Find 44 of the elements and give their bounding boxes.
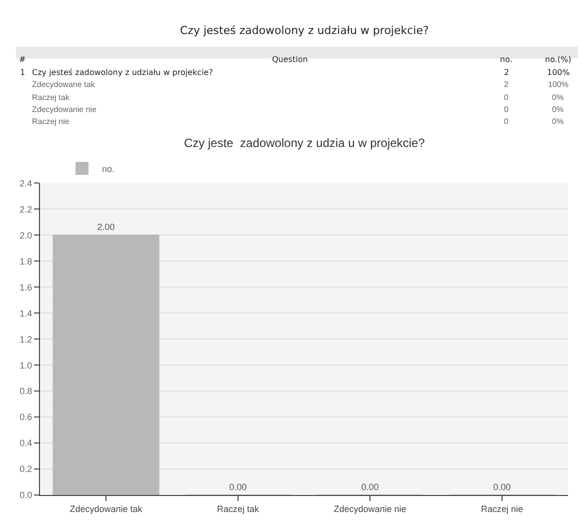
- y-tick-label: 2.2: [20, 204, 32, 214]
- text: 100%: [547, 68, 570, 77]
- text: Zdecydowanie nie: [32, 105, 98, 114]
- text: 100%: [548, 80, 568, 89]
- y-tick-label: 1.8: [20, 256, 32, 266]
- legend-label: no.: [102, 164, 115, 174]
- y-tick-label: 1.4: [20, 308, 32, 318]
- y-tick-label: 1.0: [20, 360, 32, 370]
- text: 2: [504, 80, 509, 89]
- text: Raczej nie: [32, 117, 70, 126]
- chart-title: Czy jesteś zadowolony z udziału w projekcie?: [180, 24, 429, 37]
- y-tick-label: 2.4: [20, 178, 32, 188]
- y-tick-label: 1.6: [20, 282, 32, 292]
- text: Zdecydowane tak: [32, 80, 96, 89]
- x-tick-label: Zdecydowanie nie: [334, 504, 406, 514]
- x-tick-label: Raczej nie: [480, 504, 524, 514]
- data-label: 0.00: [361, 482, 379, 492]
- y-tick-label: 2.0: [20, 230, 32, 240]
- text: 0%: [552, 117, 564, 126]
- y-tick-label: 1.2: [20, 334, 32, 344]
- chart-subtitle: Czy jeste zadowolony z udzia u w projekcie?: [184, 136, 426, 150]
- text: Czy jesteś zadowolony z udziału w projekcie?: [32, 68, 213, 77]
- text: 1: [20, 68, 26, 77]
- y-tick-label: 0.2: [20, 464, 32, 474]
- y-tick-label: 0.8: [20, 386, 32, 396]
- text: no.: [500, 55, 512, 64]
- text: 0: [504, 93, 509, 102]
- text: #: [19, 55, 26, 64]
- text: Raczej tak: [32, 93, 70, 102]
- y-tick-label: 0.4: [20, 438, 32, 448]
- data-label: 0.00: [493, 482, 511, 492]
- text: 2: [504, 68, 510, 77]
- text: 0: [504, 105, 509, 114]
- text: Question: [272, 55, 308, 64]
- y-tick-label: 0.0: [20, 490, 32, 500]
- data-label: 2.00: [97, 222, 115, 232]
- y-tick-label: 0.6: [20, 412, 32, 422]
- text: 0%: [552, 105, 564, 114]
- x-tick-label: Zdecydowanie tak: [70, 504, 143, 514]
- text: 0%: [552, 93, 564, 102]
- x-tick-label: Raczej tak: [216, 504, 260, 514]
- text: 0: [504, 117, 509, 126]
- text: no.(%): [545, 55, 572, 64]
- data-label: 0.00: [229, 482, 247, 492]
